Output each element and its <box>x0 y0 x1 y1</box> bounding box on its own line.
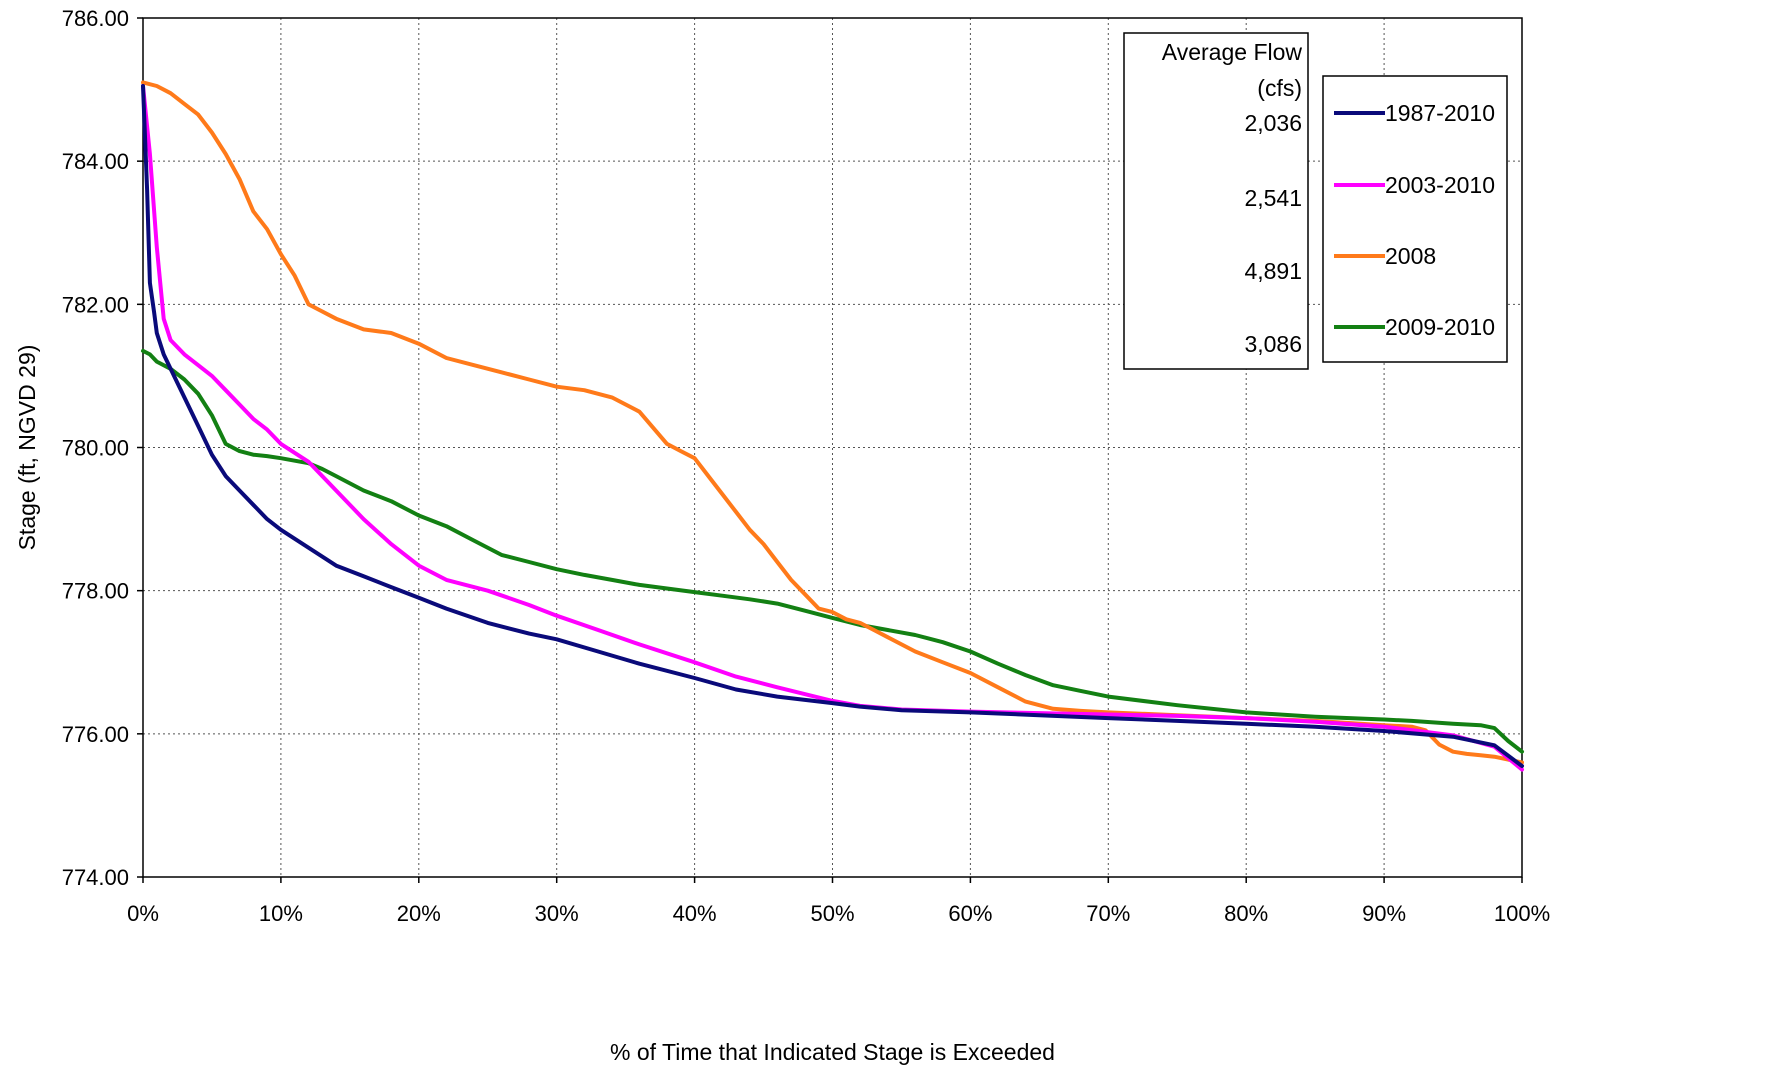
average-flow-box-border <box>1123 32 1309 370</box>
x-tick-label: 30% <box>535 901 579 926</box>
series-line-2003-2010 <box>141 84 1524 772</box>
x-tick-label: 60% <box>948 901 992 926</box>
x-axis-tick-labels: 0% 10% 20% 30% 40% 50% 60% 70% 80% 90% 100% <box>127 877 1550 926</box>
average-flow-value: 2,541 <box>1244 185 1302 211</box>
x-tick-label: 10% <box>259 901 303 926</box>
average-flow-box: Average Flow (cfs) 2,036 2,541 4,891 3,086 <box>1123 32 1309 370</box>
x-tick-label: 40% <box>673 901 717 926</box>
series-layer <box>141 80 1524 772</box>
y-tick-label: 782.00 <box>62 292 129 317</box>
x-tick-label: 100% <box>1494 901 1550 926</box>
legend-item-2003-2010: 2003-2010 <box>1334 172 1495 198</box>
legend-label: 2003-2010 <box>1385 172 1495 198</box>
grid-lines <box>143 18 1522 877</box>
y-axis-title: Stage (ft, NGVD 29) <box>14 345 40 551</box>
x-tick-label: 80% <box>1224 901 1268 926</box>
y-tick-label: 778.00 <box>62 579 129 604</box>
average-flow-values: 2,036 2,541 4,891 3,086 <box>1244 110 1302 357</box>
legend-item-2009-2010: 2009-2010 <box>1334 314 1495 340</box>
y-tick-label: 780.00 <box>62 436 129 461</box>
legend-items: 1987-2010 2003-2010 2008 2009-2010 <box>1334 100 1495 340</box>
legend-label: 1987-2010 <box>1385 100 1495 126</box>
average-flow-units: (cfs) <box>1257 75 1302 101</box>
y-axis-tick-labels: 774.00 776.00 778.00 780.00 782.00 784.00 786.… <box>62 6 143 890</box>
legend-border <box>1322 75 1508 363</box>
average-flow-value: 3,086 <box>1244 331 1302 357</box>
legend-item-1987-2010: 1987-2010 <box>1334 100 1495 126</box>
x-tick-label: 50% <box>810 901 854 926</box>
legend-label: 2008 <box>1385 243 1436 269</box>
y-tick-label: 774.00 <box>62 865 129 890</box>
x-tick-label: 70% <box>1086 901 1130 926</box>
legend: 1987-2010 2003-2010 2008 2009-2010 <box>1322 75 1508 363</box>
x-tick-label: 20% <box>397 901 441 926</box>
average-flow-value: 4,891 <box>1244 258 1302 284</box>
y-tick-label: 786.00 <box>62 6 129 31</box>
y-tick-label: 776.00 <box>62 722 129 747</box>
x-tick-label: 0% <box>127 901 159 926</box>
y-tick-label: 784.00 <box>62 149 129 174</box>
average-flow-title: Average Flow <box>1162 39 1303 65</box>
legend-label: 2009-2010 <box>1385 314 1495 340</box>
x-tick-label: 90% <box>1362 901 1406 926</box>
average-flow-value: 2,036 <box>1244 110 1302 136</box>
legend-item-2008: 2008 <box>1334 243 1436 269</box>
series-line-1987-2010 <box>141 84 1524 768</box>
x-axis-title: % of Time that Indicated Stage is Exceed… <box>610 1039 1055 1065</box>
series-line-2009-2010 <box>141 348 1524 754</box>
